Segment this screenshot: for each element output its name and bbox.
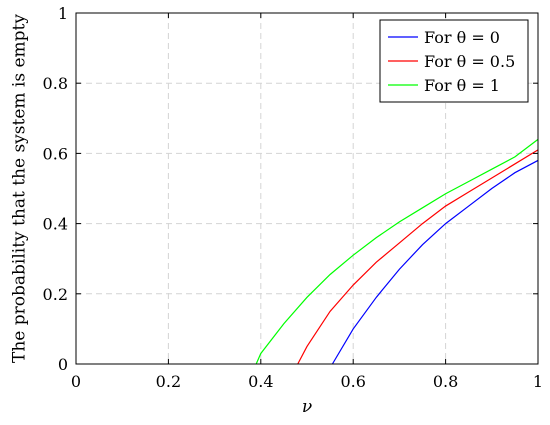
- x-tick-label: 0.2: [156, 372, 181, 391]
- y-tick-label: 1: [58, 4, 68, 23]
- x-tick-label: 0.4: [248, 372, 273, 391]
- series-line-0: [331, 159, 539, 365]
- x-tick-label: 0.6: [340, 372, 365, 391]
- series-line-2: [255, 138, 539, 365]
- x-tick-label: 0.8: [433, 372, 458, 391]
- legend: For θ = 0 For θ = 0.5 For θ = 1: [379, 19, 529, 103]
- legend-entry-2: For θ = 1: [424, 76, 500, 95]
- y-tick-label: 0.6: [43, 144, 68, 163]
- y-tick-label: 0.4: [43, 215, 68, 234]
- y-tick-label: 0.8: [43, 74, 68, 93]
- x-axis-label: ν: [302, 397, 312, 417]
- series-line-1: [297, 149, 539, 365]
- plot-frame: [75, 12, 539, 365]
- y-tick-label: 0.2: [43, 285, 68, 304]
- legend-entry-1: For θ = 0.5: [424, 52, 515, 71]
- series-lines: [255, 138, 539, 365]
- x-tick-labels: 0 0.2 0.4 0.6 0.8 1: [71, 372, 543, 391]
- y-axis-label: The probability that the system is empty: [10, 14, 30, 363]
- axis-ticks: [75, 12, 539, 365]
- y-tick-labels: 0 0.2 0.4 0.6 0.8 1: [43, 4, 68, 374]
- legend-entry-0: For θ = 0: [424, 28, 500, 47]
- x-tick-label: 0: [71, 372, 81, 391]
- y-tick-label: 0: [58, 355, 68, 374]
- x-tick-label: 1: [533, 372, 543, 391]
